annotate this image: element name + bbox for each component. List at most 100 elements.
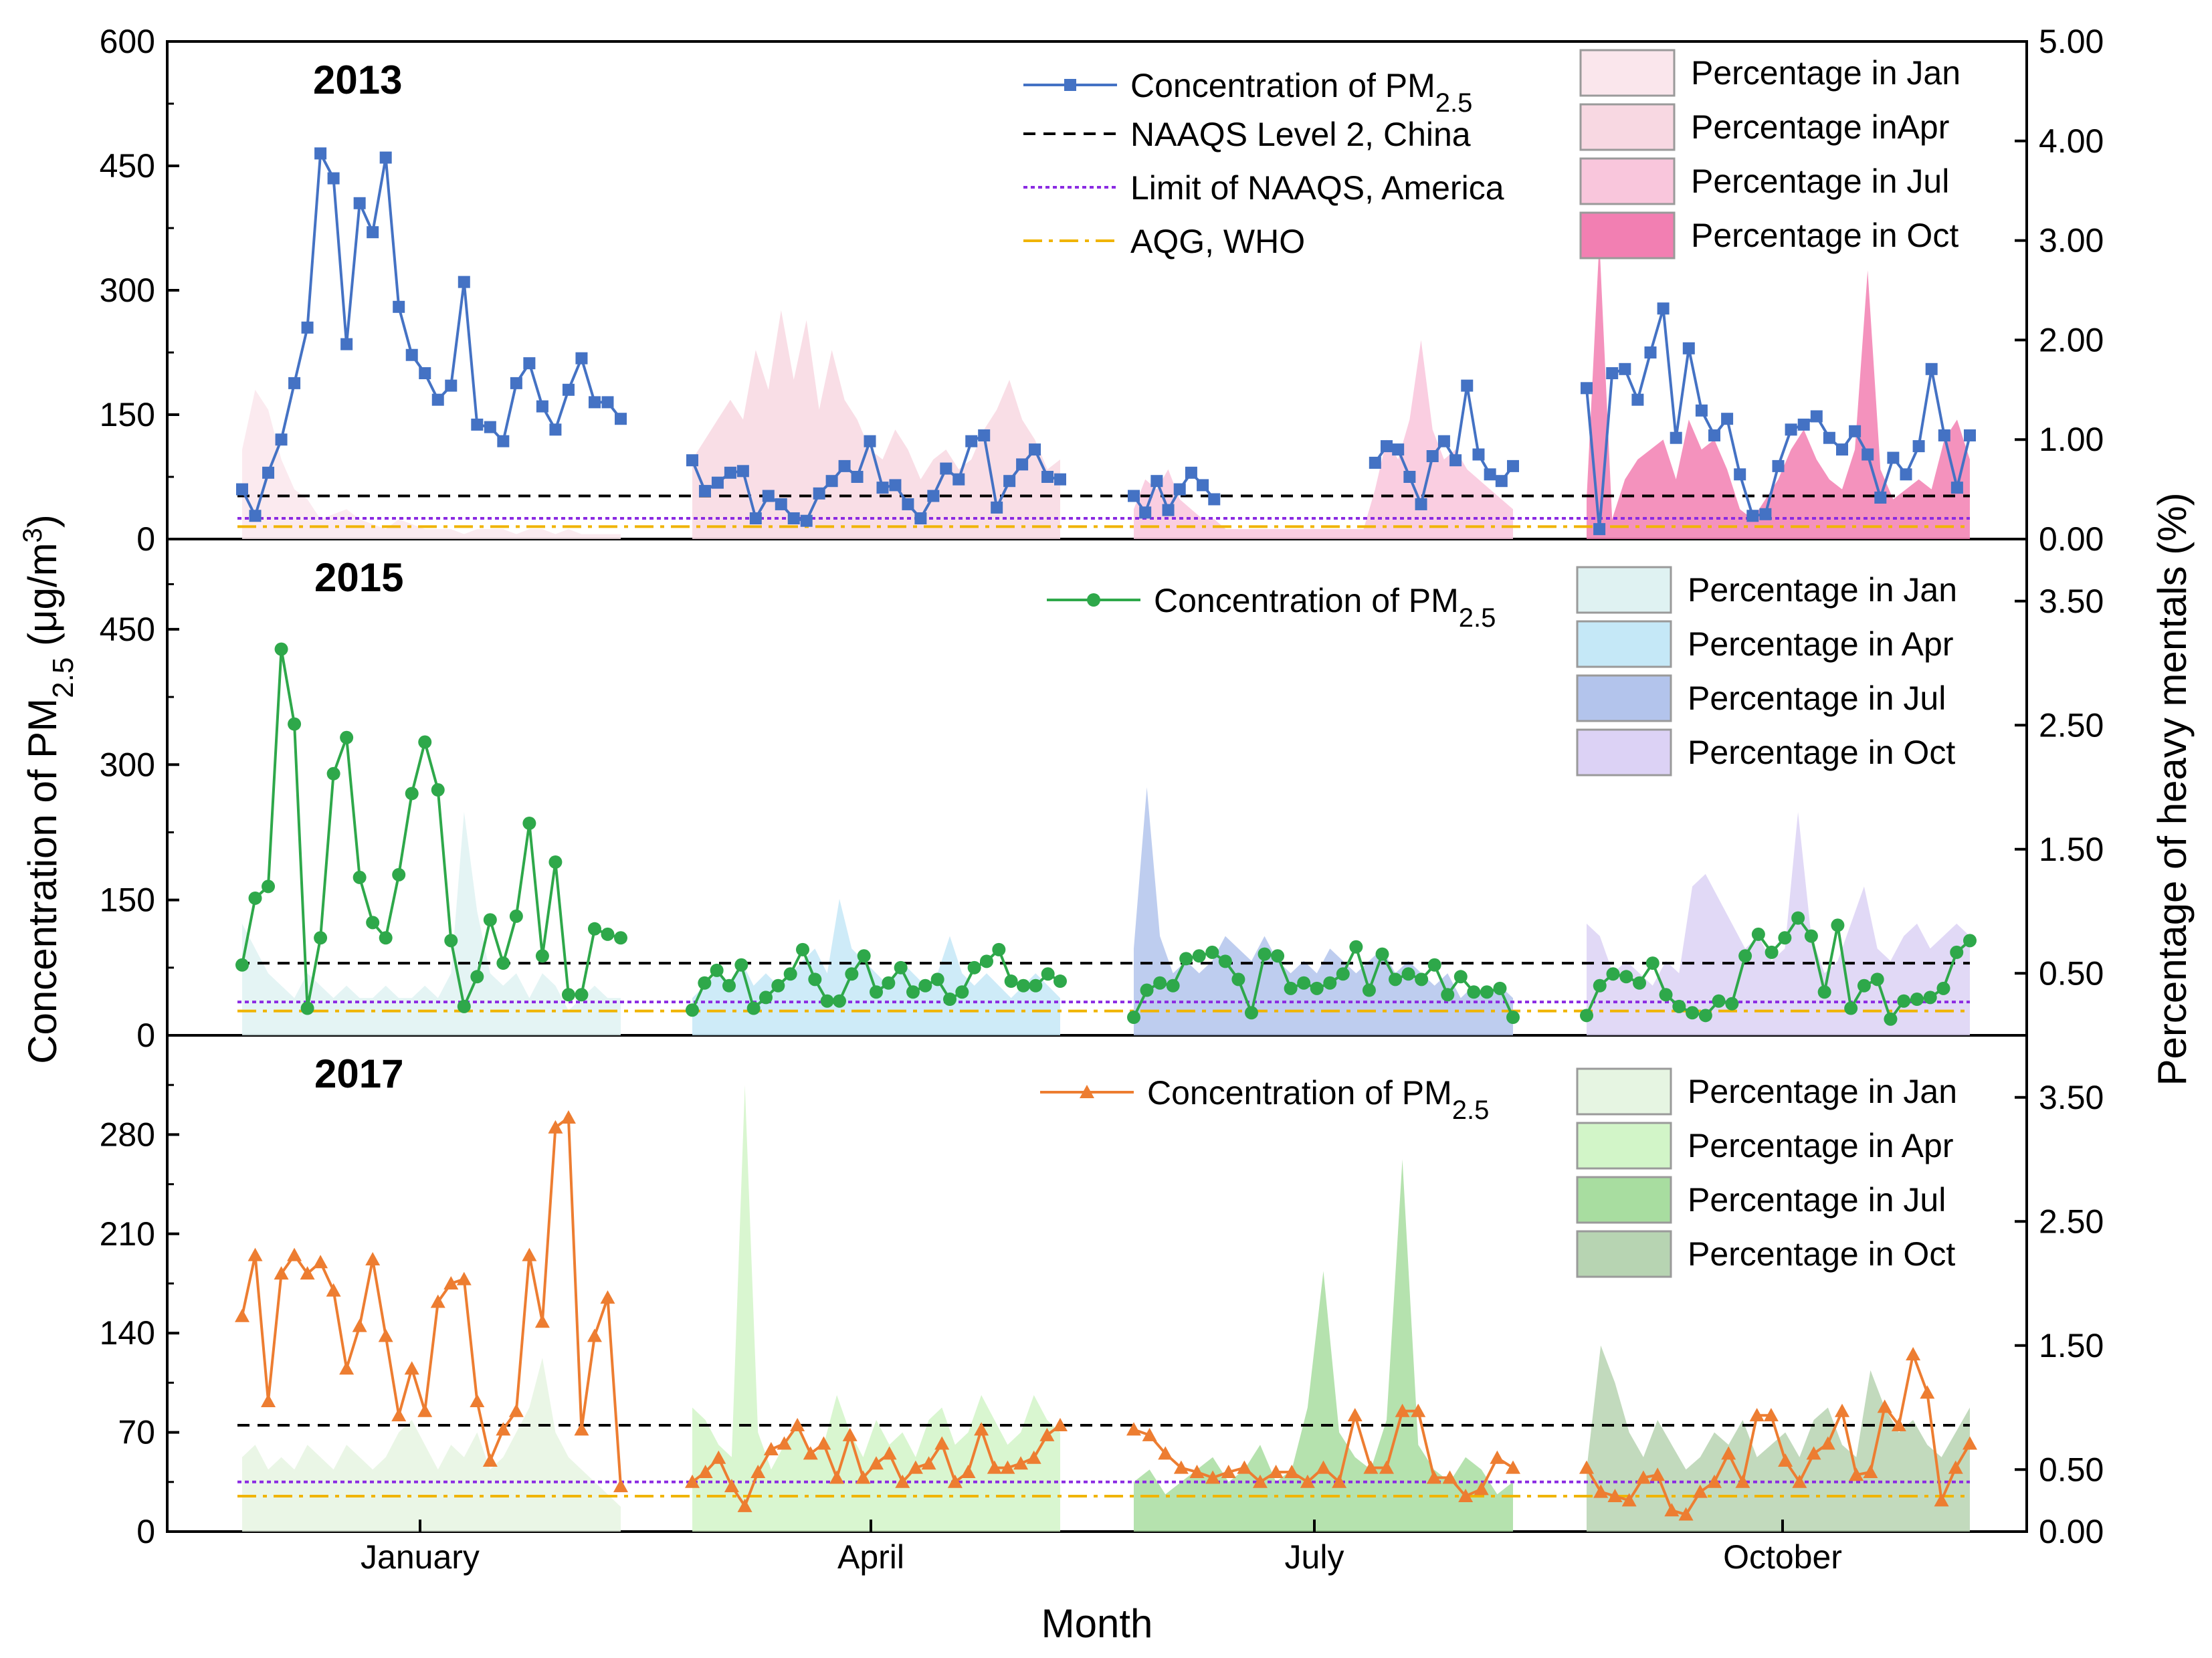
data-point xyxy=(471,418,484,431)
data-point xyxy=(261,1393,276,1407)
data-point xyxy=(777,1436,792,1450)
data-point xyxy=(326,1283,341,1297)
data-point xyxy=(991,501,1003,514)
y2-tick-label: 0.00 xyxy=(2039,1513,2104,1550)
data-point xyxy=(803,1446,818,1460)
data-point xyxy=(470,970,484,984)
data-point xyxy=(1142,1427,1157,1441)
legend-series-label: Concentration of PM2.5 xyxy=(1154,582,1496,633)
data-point xyxy=(845,967,859,981)
data-point xyxy=(1721,413,1734,425)
data-point xyxy=(1474,1481,1489,1495)
data-point xyxy=(710,963,724,977)
y2-tick-label: 5.00 xyxy=(2039,23,2104,60)
data-point xyxy=(1369,456,1381,469)
data-point xyxy=(1897,994,1911,1008)
legend-series-label: Concentration of PM2.5 xyxy=(1147,1074,1489,1125)
data-point xyxy=(1316,1460,1331,1474)
data-point xyxy=(1401,967,1415,981)
year-label: 2015 xyxy=(314,555,403,600)
data-point xyxy=(561,1110,576,1124)
legend-pct-box xyxy=(1576,1176,1672,1224)
data-point xyxy=(698,485,711,498)
data-point xyxy=(1862,448,1874,461)
data-point xyxy=(1581,382,1593,395)
data-point xyxy=(235,958,249,972)
data-point xyxy=(574,1422,589,1436)
data-point xyxy=(965,435,978,447)
y-tick-label: 0 xyxy=(136,1513,155,1550)
data-point xyxy=(1363,1460,1379,1474)
y2-tick-label: 3.50 xyxy=(2039,583,2104,620)
series-line-2017-3 xyxy=(1585,1349,1971,1516)
data-point xyxy=(927,490,940,502)
data-point xyxy=(522,1247,537,1261)
data-point xyxy=(456,1271,472,1285)
data-point xyxy=(1863,1464,1878,1478)
y2-tick-label: 1.50 xyxy=(2039,1327,2104,1364)
data-point xyxy=(762,490,775,502)
data-point xyxy=(974,1422,989,1436)
data-point xyxy=(482,1453,498,1467)
data-point xyxy=(1950,945,1964,959)
data-point xyxy=(1948,1460,1963,1474)
data-point xyxy=(1884,1012,1898,1026)
data-point xyxy=(535,949,549,963)
data-point xyxy=(1297,976,1311,990)
data-point xyxy=(536,400,548,413)
y2-tick-label: 0.50 xyxy=(2039,1451,2104,1488)
data-point xyxy=(1427,958,1441,972)
data-point xyxy=(262,879,276,894)
data-point xyxy=(1910,993,1924,1007)
data-point xyxy=(1197,479,1209,492)
data-point xyxy=(1375,947,1389,961)
data-point xyxy=(601,927,615,941)
data-point xyxy=(587,922,601,936)
data-point xyxy=(1804,929,1818,943)
data-point xyxy=(1310,981,1324,995)
data-point xyxy=(894,960,908,974)
data-point xyxy=(1029,443,1041,456)
data-point xyxy=(1778,1453,1793,1467)
y2-tick-label: 0.50 xyxy=(2039,954,2104,992)
y-tick-label: 70 xyxy=(118,1414,155,1451)
data-point xyxy=(980,954,993,968)
panel-2017: 0 70 140 210 280 0.00 0.50 1.50 2.50 3.50 2017 Conc… xyxy=(100,1051,2104,1550)
data-point xyxy=(483,913,497,927)
data-point xyxy=(367,226,379,239)
data-point xyxy=(1208,493,1221,506)
data-point xyxy=(405,348,418,361)
data-point xyxy=(1619,362,1631,375)
legend-pct-label: Percentage in Jul xyxy=(1688,1181,1946,1219)
data-point xyxy=(1004,974,1018,989)
data-point xyxy=(1467,985,1481,999)
data-point xyxy=(1606,967,1620,981)
area-2015-0 xyxy=(242,812,621,1035)
data-point xyxy=(288,377,301,389)
data-point xyxy=(711,476,724,489)
data-point xyxy=(430,1294,445,1308)
data-point xyxy=(1593,978,1607,993)
data-point xyxy=(787,512,800,524)
y2-tick-label: 2.00 xyxy=(2039,321,2104,358)
data-point xyxy=(808,972,822,987)
data-point xyxy=(1271,949,1285,963)
data-point xyxy=(943,993,957,1007)
data-point xyxy=(800,514,813,527)
data-point xyxy=(1041,967,1055,981)
legend-marker xyxy=(1080,1085,1094,1098)
data-point xyxy=(1692,1484,1708,1498)
panel-2013: 0 150 300 450 600 0.00 1.00 2.00 3.00 4.00 5.00 201… xyxy=(100,23,2104,558)
data-point xyxy=(1041,471,1054,483)
area-2015-2 xyxy=(1134,787,1513,1035)
data-point xyxy=(431,393,444,406)
data-point xyxy=(1749,1408,1765,1422)
data-point xyxy=(1484,468,1496,481)
data-point xyxy=(393,300,405,313)
legend-pct-label: Percentage in Oct xyxy=(1688,1235,1955,1273)
data-point xyxy=(1381,440,1393,453)
data-point xyxy=(1831,918,1845,932)
data-point xyxy=(1490,1450,1505,1464)
legend-pct-box xyxy=(1576,620,1672,668)
data-point xyxy=(1415,972,1429,987)
